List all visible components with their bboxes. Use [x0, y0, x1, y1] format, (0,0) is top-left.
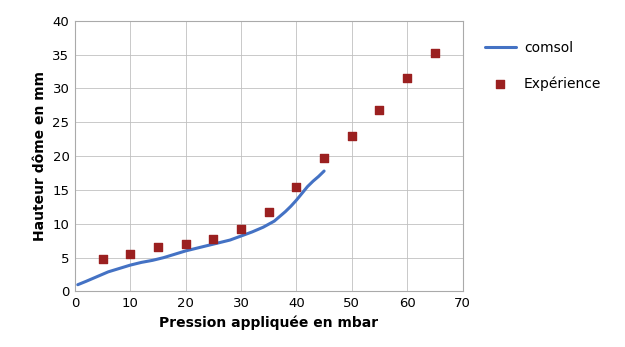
Legend: comsol, Expérience: comsol, Expérience — [485, 41, 601, 91]
Expérience — [208, 236, 218, 242]
comsol — [309, 179, 317, 183]
Expérience — [374, 107, 384, 113]
comsol — [315, 174, 322, 178]
comsol — [292, 198, 300, 202]
comsol — [271, 219, 278, 223]
Expérience — [319, 155, 329, 161]
comsol — [298, 191, 306, 195]
comsol — [321, 169, 328, 173]
comsol — [193, 246, 201, 250]
comsol — [93, 274, 101, 279]
comsol — [287, 204, 294, 208]
comsol — [204, 243, 212, 247]
comsol — [304, 185, 311, 189]
comsol — [74, 282, 81, 287]
comsol — [248, 230, 256, 234]
comsol — [82, 279, 90, 283]
comsol — [182, 249, 189, 253]
comsol — [127, 263, 134, 267]
Expérience — [402, 76, 412, 81]
comsol — [238, 234, 245, 238]
X-axis label: Pression appliquée en mbar: Pression appliquée en mbar — [159, 315, 378, 330]
comsol — [215, 241, 222, 245]
comsol — [259, 225, 267, 229]
comsol — [226, 238, 234, 242]
Expérience — [126, 251, 136, 256]
comsol — [138, 260, 145, 264]
Expérience — [181, 242, 191, 247]
Expérience — [430, 51, 440, 56]
Expérience — [236, 226, 246, 231]
comsol — [160, 255, 168, 260]
comsol — [116, 266, 123, 271]
Expérience — [98, 256, 107, 262]
Expérience — [347, 133, 357, 138]
comsol — [149, 258, 156, 262]
Expérience — [291, 184, 301, 189]
comsol — [282, 210, 289, 214]
Expérience — [264, 209, 274, 214]
Expérience — [153, 245, 163, 250]
comsol — [171, 252, 178, 256]
Y-axis label: Hauteur dôme en mm: Hauteur dôme en mm — [33, 71, 47, 241]
comsol — [104, 270, 112, 274]
Line: comsol: comsol — [78, 171, 324, 285]
